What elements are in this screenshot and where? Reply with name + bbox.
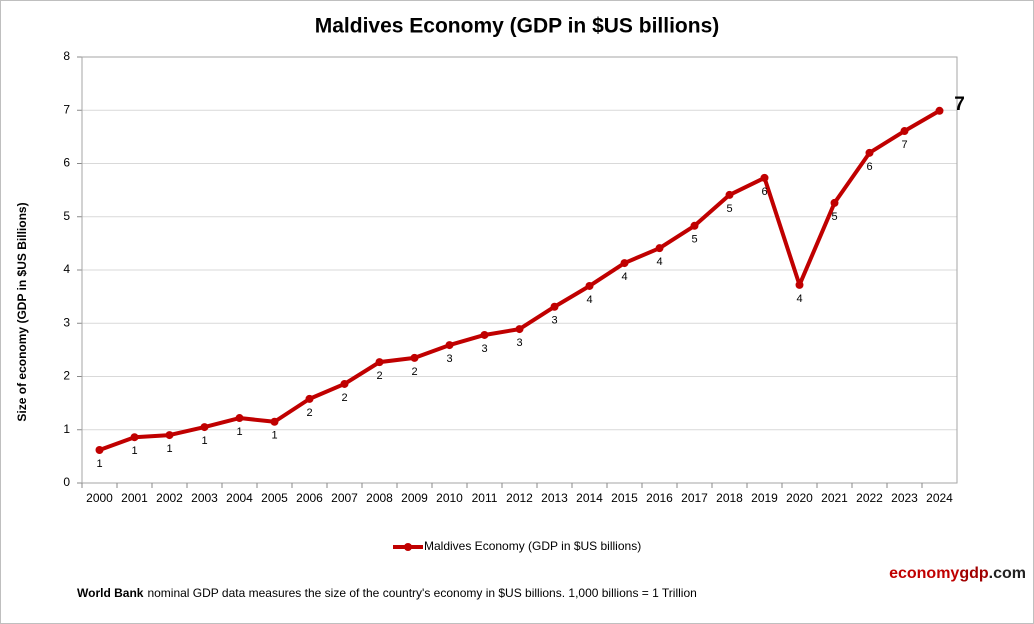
data-label: 7 xyxy=(901,139,907,151)
x-tick-label: 2018 xyxy=(716,491,743,505)
point xyxy=(305,394,314,403)
point xyxy=(935,106,944,115)
y-tick-label: 7 xyxy=(63,102,70,116)
x-tick-label: 2022 xyxy=(856,491,883,505)
data-label: 3 xyxy=(516,337,522,349)
point xyxy=(620,259,629,268)
point xyxy=(550,302,559,311)
point xyxy=(760,173,769,182)
x-tick-label: 2003 xyxy=(191,491,218,505)
data-label: 7 xyxy=(954,94,965,115)
brand: economygdp.com xyxy=(889,565,1026,582)
x-tick-label: 2024 xyxy=(926,491,953,505)
data-label: 5 xyxy=(831,211,837,223)
point xyxy=(235,414,244,423)
x-tick-label: 2000 xyxy=(86,491,113,505)
point xyxy=(130,433,139,442)
data-label: 6 xyxy=(761,186,767,198)
data-label: 4 xyxy=(656,256,662,268)
x-tick-label: 2001 xyxy=(121,491,148,505)
y-tick-label: 1 xyxy=(63,422,70,436)
x-tick-label: 2017 xyxy=(681,491,708,505)
point xyxy=(690,221,699,230)
data-label: 1 xyxy=(166,443,172,455)
point xyxy=(900,127,909,136)
x-tick-label: 2020 xyxy=(786,491,813,505)
point xyxy=(480,330,489,339)
source-note: World Bank nominal GDP data measures the … xyxy=(77,586,697,600)
data-label: 1 xyxy=(201,435,207,447)
note-source: World Bank xyxy=(77,586,144,600)
x-tick-label: 2019 xyxy=(751,491,778,505)
brand-part: economy xyxy=(889,565,959,582)
point xyxy=(725,190,734,199)
y-tick-label: 2 xyxy=(63,369,70,383)
y-tick-label: 4 xyxy=(63,262,70,276)
x-tick-label: 2013 xyxy=(541,491,568,505)
x-tick-label: 2009 xyxy=(401,491,428,505)
data-label: 1 xyxy=(271,430,277,442)
point xyxy=(445,341,454,350)
brand-part: gdp xyxy=(959,565,989,582)
point xyxy=(340,379,349,388)
plot-border xyxy=(81,56,958,484)
y-tick-label: 0 xyxy=(63,475,70,489)
x-tick-label: 2007 xyxy=(331,491,358,505)
data-label: 1 xyxy=(131,445,137,457)
point xyxy=(585,281,594,290)
chart-title: Maldives Economy (GDP in $US billions) xyxy=(315,15,720,38)
brand-part: .com xyxy=(989,565,1026,582)
y-tick-label: 5 xyxy=(63,209,70,223)
data-label: 1 xyxy=(96,458,102,470)
x-tick-label: 2023 xyxy=(891,491,918,505)
x-tick-label: 2011 xyxy=(472,491,498,505)
point xyxy=(865,148,874,157)
data-label: 5 xyxy=(691,234,697,246)
x-tick-label: 2010 xyxy=(436,491,463,505)
x-tick-label: 2002 xyxy=(156,491,183,505)
point xyxy=(410,353,419,362)
point xyxy=(375,358,384,367)
data-label: 6 xyxy=(866,161,872,173)
point xyxy=(165,431,174,440)
data-label: 2 xyxy=(376,370,382,382)
point xyxy=(200,423,209,432)
x-tick-label: 2014 xyxy=(576,491,603,505)
note-text: nominal GDP data measures the size of th… xyxy=(147,586,696,600)
legend-marker xyxy=(404,543,412,551)
data-label: 2 xyxy=(411,366,417,378)
y-tick-label: 3 xyxy=(63,315,70,329)
legend-label: Maldives Economy (GDP in $US billions) xyxy=(424,539,641,553)
data-label: 3 xyxy=(481,343,487,355)
point xyxy=(830,198,839,207)
data-label: 2 xyxy=(306,407,312,419)
x-tick-label: 2015 xyxy=(611,491,638,505)
data-label: 5 xyxy=(726,203,732,215)
x-tick-label: 2021 xyxy=(821,491,848,505)
data-label: 3 xyxy=(551,315,557,327)
point xyxy=(655,244,664,253)
data-label: 2 xyxy=(341,392,347,404)
y-tick-label: 6 xyxy=(63,156,70,170)
data-label: 4 xyxy=(621,271,627,283)
x-tick-label: 2006 xyxy=(296,491,323,505)
point xyxy=(95,445,104,454)
x-tick-label: 2008 xyxy=(366,491,393,505)
x-tick-label: 2016 xyxy=(646,491,673,505)
point xyxy=(515,325,524,334)
x-tick-label: 2012 xyxy=(506,491,533,505)
data-label: 1 xyxy=(236,426,242,438)
data-label: 4 xyxy=(586,294,592,306)
point xyxy=(795,280,804,289)
x-tick-label: 2005 xyxy=(261,491,288,505)
y-tick-label: 8 xyxy=(63,49,70,63)
data-label: 4 xyxy=(796,293,802,305)
x-tick-label: 2004 xyxy=(226,491,253,505)
point xyxy=(270,417,279,426)
y-axis-title: Size of economy (GDP in $US Billions) xyxy=(15,202,29,421)
data-label: 3 xyxy=(446,353,452,365)
